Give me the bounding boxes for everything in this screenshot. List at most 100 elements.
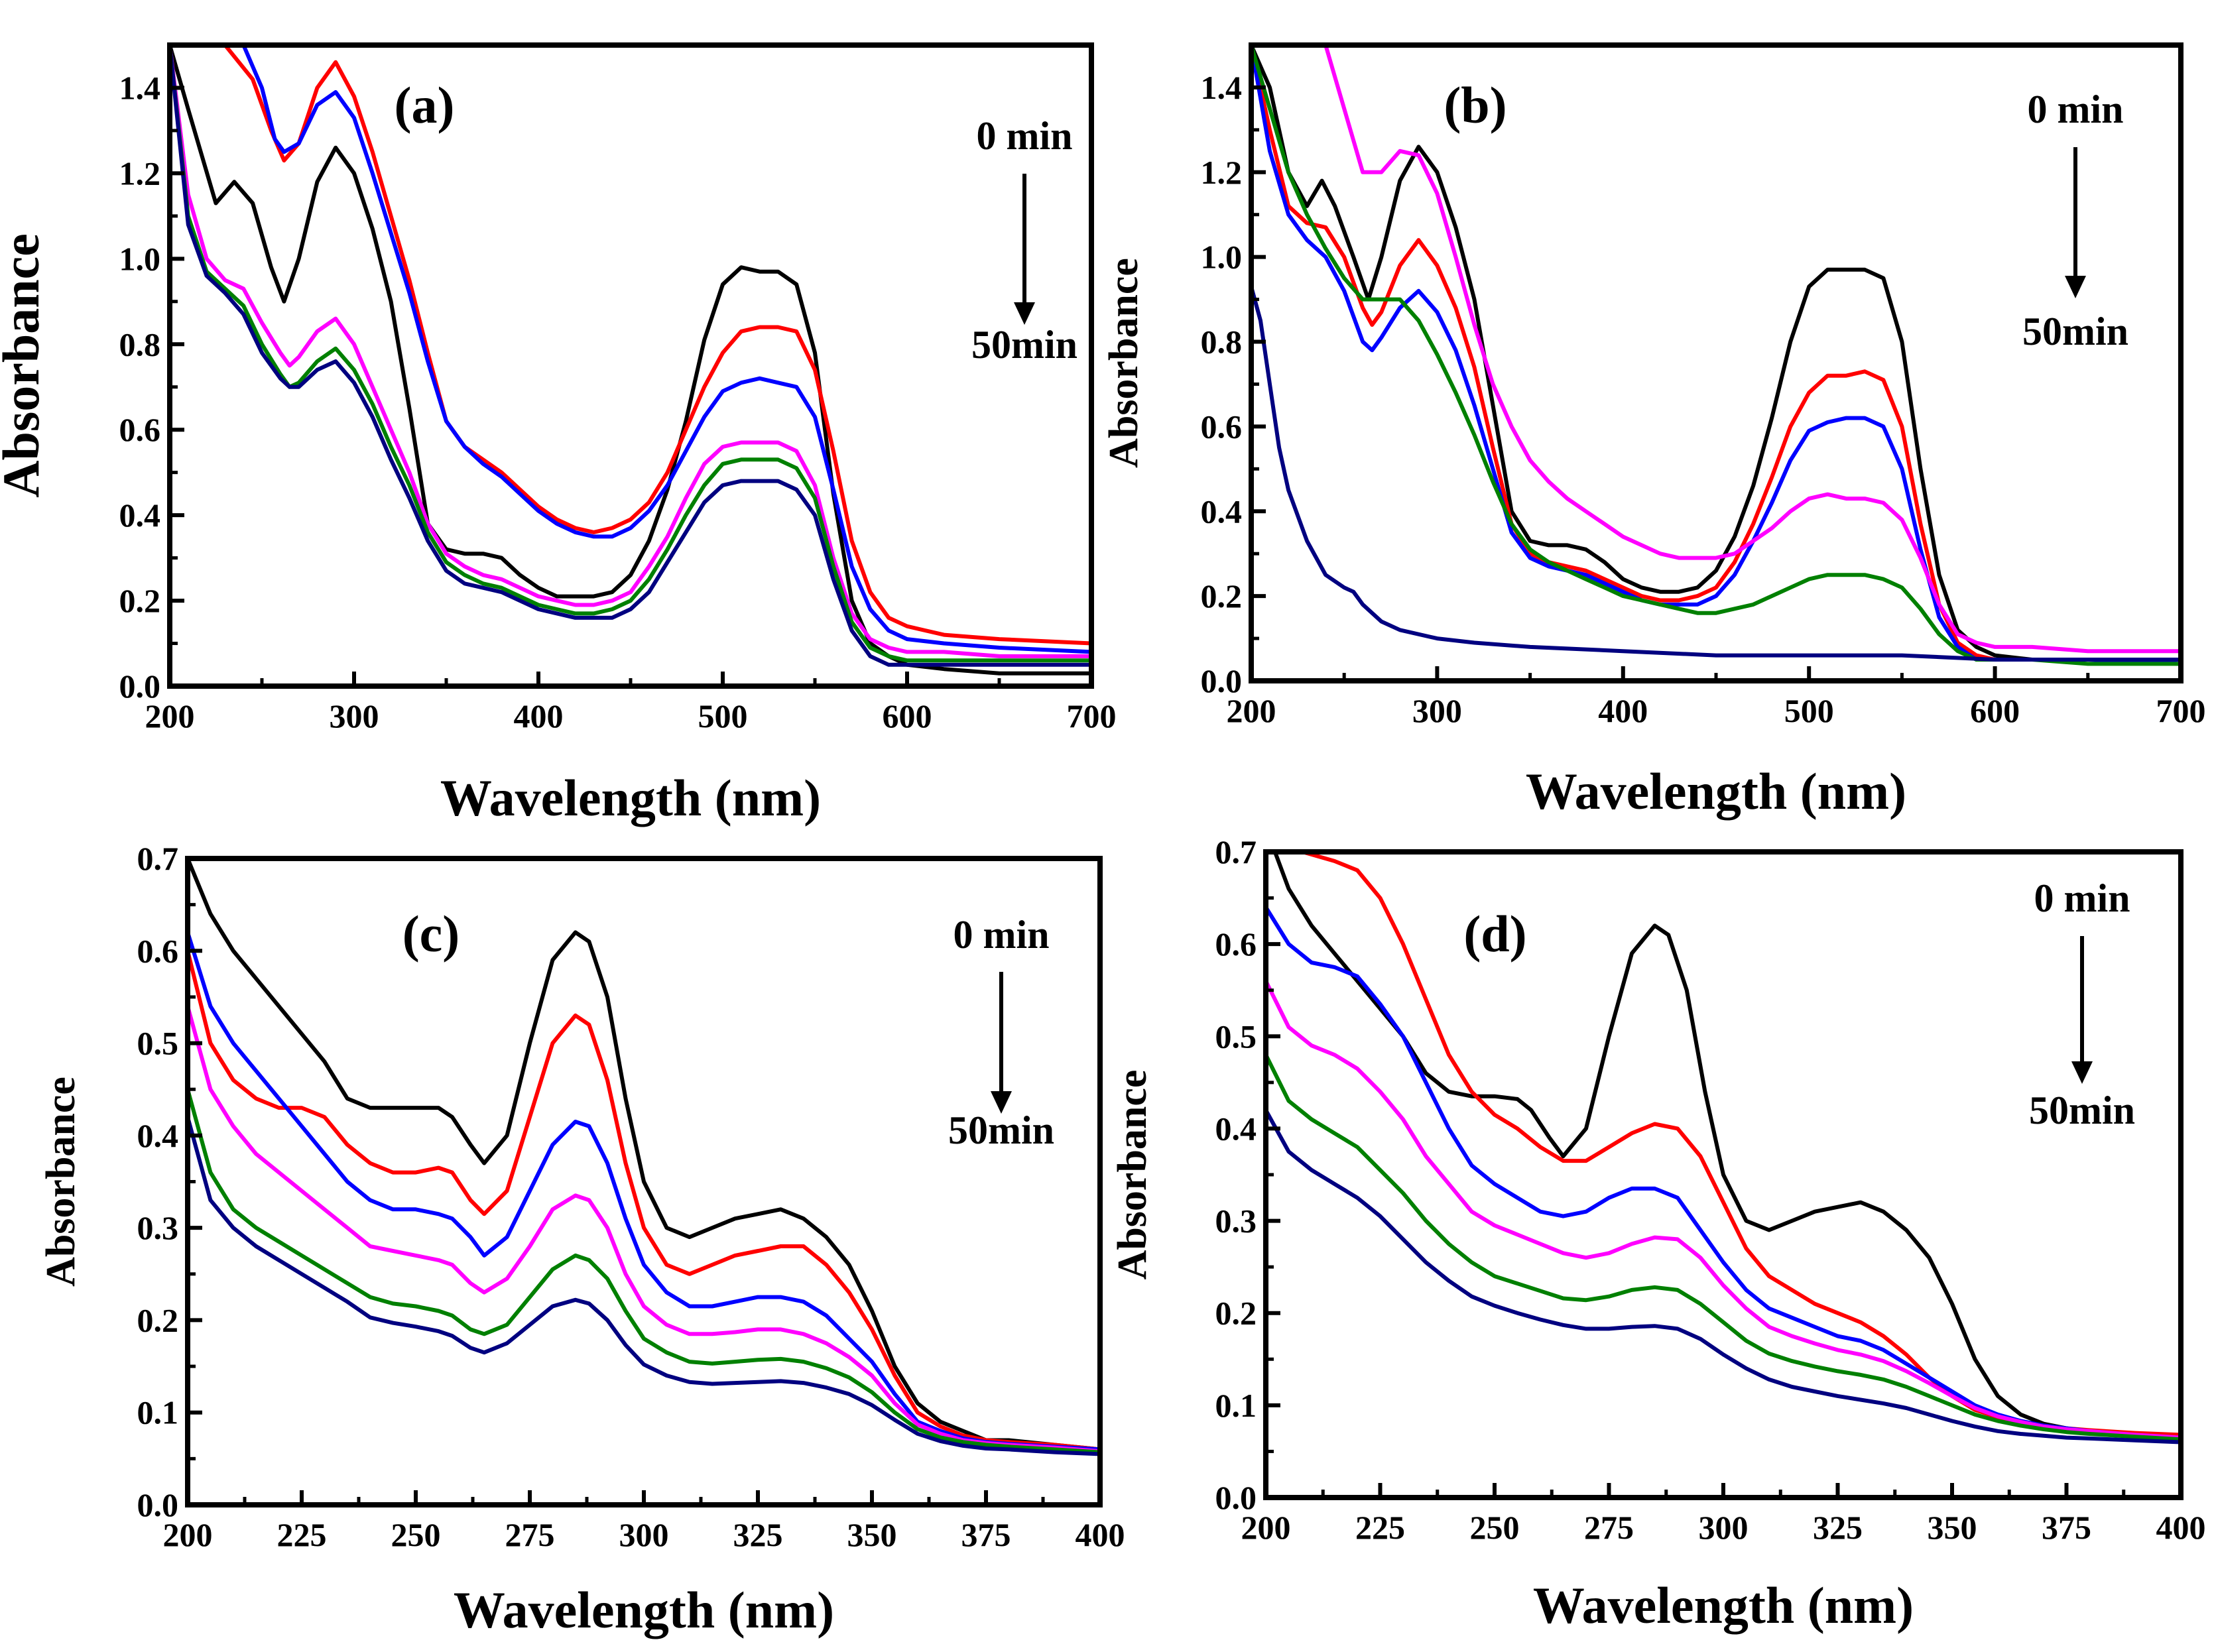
panel-b-xtick-label: 300 — [1412, 692, 1462, 729]
panel-d-annotation-start: 0 min — [2034, 876, 2130, 920]
panel-a-ytick-label: 0.2 — [119, 582, 161, 619]
panel-c-ytick-label: 0.6 — [137, 932, 179, 969]
panel-c-series-1-line — [188, 949, 1100, 1452]
panel-b-series-5-line — [1251, 284, 2181, 662]
panel-c-xtick-label: 225 — [277, 1516, 327, 1553]
panel-a-series-4-line — [170, 45, 1091, 663]
panel-d-xtick-label: 400 — [2156, 1509, 2206, 1546]
panel-a-ytick-label: 0.4 — [119, 497, 161, 534]
panel-d-arrow-head — [2071, 1061, 2093, 1084]
panel-a-ytick-label: 1.0 — [119, 240, 161, 277]
panel-a-annotation-end: 50min — [971, 323, 1077, 367]
panel-d-xtick-label: 225 — [1355, 1509, 1405, 1546]
panel-c-series-5-line — [188, 1115, 1100, 1456]
panel-c-arrow-head — [991, 1091, 1012, 1114]
panel-c-ylabel: Absorbance — [38, 1077, 84, 1287]
panel-b-ylabel: Absorbance — [1101, 258, 1146, 468]
panel-a: 200 300 400 500 600 700 0.0 0.2 0.4 0.6 0.8 1.0 1.2 1… — [0, 42, 1117, 827]
panel-b-ytick-label: 0.4 — [1201, 493, 1243, 530]
panel-a-series-5-line — [170, 45, 1091, 667]
panel-b-series-4-line — [1251, 45, 2181, 666]
panel-a-ytick-label: 0.6 — [119, 411, 161, 448]
panel-a-xtick-label: 400 — [514, 697, 564, 735]
panel-b-series-group — [1251, 45, 2181, 666]
panel-c-series-3-line — [188, 1004, 1100, 1454]
panel-d-xtick-label: 375 — [2042, 1509, 2091, 1546]
panel-d-ytick-label: 0.3 — [1215, 1203, 1257, 1240]
panel-b-xtick-label: 200 — [1227, 692, 1276, 729]
panel-b-xtick-label: 700 — [2156, 692, 2206, 729]
panel-a-xlabel: Wavelength (nm) — [440, 769, 821, 827]
panel-d-ytick-label: 0.0 — [1215, 1479, 1257, 1516]
panel-a-ylabel: Absorbance — [0, 233, 50, 498]
panel-d-xtick-label: 350 — [1928, 1509, 1977, 1546]
panel-c-ytick-label: 0.2 — [137, 1301, 179, 1338]
panel-c-xtick-label: 275 — [505, 1516, 555, 1553]
panel-c-ytick-label: 0.0 — [137, 1486, 179, 1523]
panel-c-xtick-label: 400 — [1076, 1516, 1125, 1553]
panel-b-ytick-label: 1.0 — [1201, 239, 1243, 276]
panel-d-series-2-line — [1266, 905, 2181, 1440]
panel-c-series-2-line — [188, 930, 1100, 1452]
panel-b-series-1-line — [1251, 45, 2181, 662]
panel-a-series-group — [170, 45, 1091, 676]
panel-a-ytick-label: 0.8 — [119, 325, 161, 363]
panel-d-series-0-line — [1272, 852, 2181, 1440]
panel-d-xtick-label: 275 — [1584, 1509, 1634, 1546]
panel-b-ytick-label: 0.0 — [1201, 662, 1243, 699]
panel-a-xtick-label: 600 — [883, 697, 932, 735]
panel-a-series-1-line — [223, 45, 1091, 646]
panel-b-ytick-label: 0.2 — [1201, 577, 1243, 615]
panel-a-label: (a) — [395, 76, 455, 134]
panel-d-xtick-label: 250 — [1470, 1509, 1520, 1546]
panel-c-xtick-label: 350 — [847, 1516, 897, 1553]
panel-b-xtick-label: 600 — [1970, 692, 2020, 729]
panel-d-xtick-label: 325 — [1813, 1509, 1863, 1546]
panel-c-annotation-end: 50min — [948, 1108, 1054, 1152]
panel-a-xtick-label: 500 — [698, 697, 748, 735]
panel-d-xtick-label: 200 — [1241, 1509, 1291, 1546]
panel-c-annotation-start: 0 min — [953, 913, 1049, 957]
panel-d-series-3-line — [1266, 978, 2181, 1440]
panel-c-xtick-label: 300 — [619, 1516, 669, 1553]
panel-a-series-3-line — [170, 45, 1091, 658]
panel-d-ytick-label: 0.5 — [1215, 1018, 1257, 1055]
panel-d-ytick-label: 0.7 — [1215, 833, 1257, 870]
panel-c-ytick-label: 0.7 — [137, 840, 179, 877]
panel-a-ytick-label: 0.0 — [119, 668, 161, 705]
panel-b-annotation-end: 50min — [2022, 310, 2128, 353]
panel-d-ytick-label: 0.6 — [1215, 925, 1257, 963]
panel-c-xtick-label: 200 — [163, 1516, 213, 1553]
panel-a-arrow-head — [1014, 302, 1035, 325]
panel-d-xlabel: Wavelength (nm) — [1533, 1576, 1914, 1634]
panel-b-ytick-label: 1.4 — [1201, 69, 1243, 106]
panel-a-xtick-label: 200 — [145, 697, 195, 735]
panel-b-xlabel: Wavelength (nm) — [1526, 762, 1906, 820]
panel-d-series-group — [1266, 852, 2181, 1445]
panel-d-series-5-line — [1266, 1108, 2181, 1445]
panel-b: 200 300 400 500 600 700 0.0 0.2 0.4 0.6 0.8 1.0 1.2 1… — [1101, 42, 2206, 820]
panel-d-ylabel: Absorbance — [1110, 1070, 1155, 1280]
panel-c-ytick-label: 0.4 — [137, 1117, 179, 1154]
panel-d: 200 225 250 275 300 325 350 375 400 0.0 0.1 0.2 0.3 0… — [1110, 833, 2206, 1634]
panel-d-annotation-end: 50min — [2029, 1089, 2135, 1132]
panel-c-series-0-line — [188, 858, 1100, 1452]
panel-b-ytick-label: 1.2 — [1201, 154, 1243, 191]
panel-d-ytick-label: 0.4 — [1215, 1110, 1257, 1147]
panel-a-xtick-label: 700 — [1067, 697, 1117, 735]
panel-c-ytick-label: 0.1 — [137, 1394, 179, 1431]
panel-d-label: (d) — [1463, 905, 1526, 963]
panel-b-annotation-start: 0 min — [2027, 88, 2123, 131]
panel-d-xtick-label: 300 — [1699, 1509, 1749, 1546]
panel-d-ytick-label: 0.2 — [1215, 1295, 1257, 1332]
panel-b-ytick-label: 0.6 — [1201, 408, 1243, 445]
panel-b-series-0-line — [1251, 45, 2181, 662]
panel-b-xtick-label: 400 — [1598, 692, 1648, 729]
panel-c-xlabel: Wavelength (nm) — [454, 1581, 834, 1639]
panel-b-series-3-line — [1323, 45, 2181, 654]
panel-c-xtick-label: 325 — [733, 1516, 783, 1553]
panel-a-series-0-line — [170, 45, 1091, 676]
panel-a-series-2-line — [241, 45, 1091, 654]
panel-c-xtick-label: 375 — [961, 1516, 1011, 1553]
